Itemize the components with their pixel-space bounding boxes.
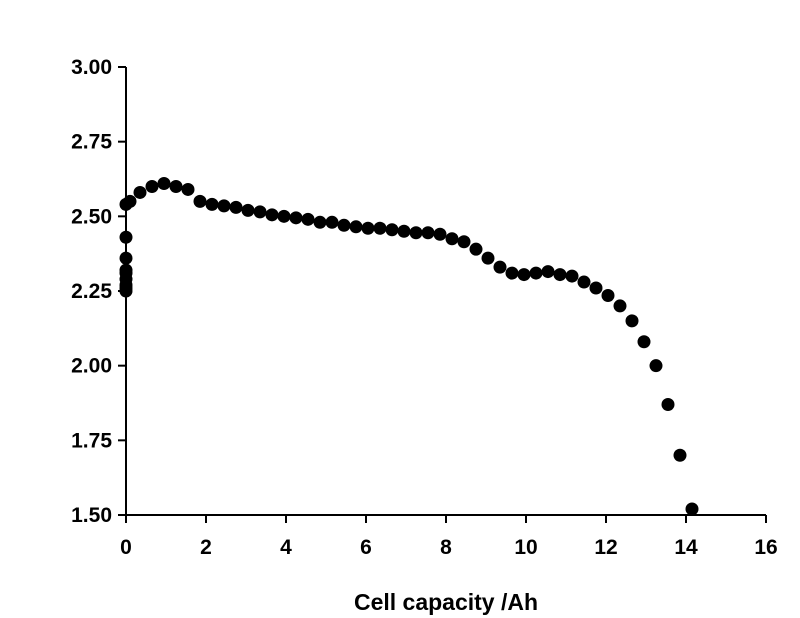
data-point xyxy=(493,260,507,274)
data-point xyxy=(685,502,699,516)
data-point xyxy=(529,266,543,280)
data-point xyxy=(613,299,627,313)
data-point xyxy=(565,269,579,283)
data-point xyxy=(469,242,483,256)
data-point xyxy=(337,218,351,232)
x-tick-label: 10 xyxy=(514,536,537,559)
y-tick-label: 2.75 xyxy=(71,131,112,154)
data-point xyxy=(505,266,519,280)
data-point xyxy=(265,208,279,222)
data-point xyxy=(637,335,651,349)
data-point xyxy=(517,268,531,282)
x-tick-label: 6 xyxy=(360,536,372,559)
data-point xyxy=(181,182,195,196)
data-point xyxy=(325,215,339,229)
data-point xyxy=(673,448,687,462)
x-axis-title: Cell capacity /Ah xyxy=(354,589,538,615)
axes: 1.50 1.75 2.00 2.25 2.50 2.75 3.00 0 2 4 6 8 10 12 14 1… xyxy=(71,56,778,559)
data-point xyxy=(397,224,411,238)
data-point xyxy=(349,220,363,234)
data-point xyxy=(301,212,315,226)
data-point xyxy=(481,251,495,265)
y-tick-label: 1.75 xyxy=(71,429,112,452)
data-point xyxy=(119,251,133,265)
data-point xyxy=(625,314,639,328)
x-tick-label: 14 xyxy=(674,536,698,559)
data-point xyxy=(433,227,447,241)
data-point xyxy=(361,221,375,235)
y-tick-label: 2.25 xyxy=(71,280,112,303)
data-point xyxy=(445,232,459,246)
data-point xyxy=(541,265,555,279)
x-tick-label: 4 xyxy=(280,536,292,559)
data-point xyxy=(253,205,267,219)
data-point xyxy=(313,215,327,229)
x-tick-label: 8 xyxy=(440,536,452,559)
data-point xyxy=(169,179,183,193)
data-point xyxy=(277,209,291,223)
data-point xyxy=(205,197,219,211)
data-point xyxy=(421,226,435,240)
data-point xyxy=(133,185,147,199)
data-points xyxy=(119,176,699,516)
data-point xyxy=(649,359,663,373)
x-tick-label: 16 xyxy=(754,536,777,559)
x-tick-label: 0 xyxy=(120,536,132,559)
data-point xyxy=(373,221,387,235)
data-point xyxy=(229,200,243,214)
data-point xyxy=(119,263,133,277)
data-point xyxy=(553,268,567,282)
data-point xyxy=(661,397,675,411)
data-point xyxy=(157,176,171,190)
data-point xyxy=(457,235,471,249)
x-tick-label: 2 xyxy=(200,536,212,559)
data-point xyxy=(385,223,399,237)
x-tick-label: 12 xyxy=(594,536,617,559)
data-point xyxy=(577,275,591,289)
y-tick-label: 3.00 xyxy=(71,56,112,79)
y-tick-label: 2.00 xyxy=(71,355,112,378)
data-point xyxy=(145,179,159,193)
data-point xyxy=(289,211,303,225)
data-point xyxy=(193,194,207,208)
data-point xyxy=(409,226,423,240)
data-point xyxy=(119,230,133,244)
y-tick-label: 1.50 xyxy=(71,504,112,527)
y-tick-label: 2.50 xyxy=(71,205,112,228)
data-point xyxy=(123,194,137,208)
data-point xyxy=(217,199,231,213)
data-point xyxy=(601,288,615,302)
data-point xyxy=(241,203,255,217)
data-point xyxy=(589,281,603,295)
